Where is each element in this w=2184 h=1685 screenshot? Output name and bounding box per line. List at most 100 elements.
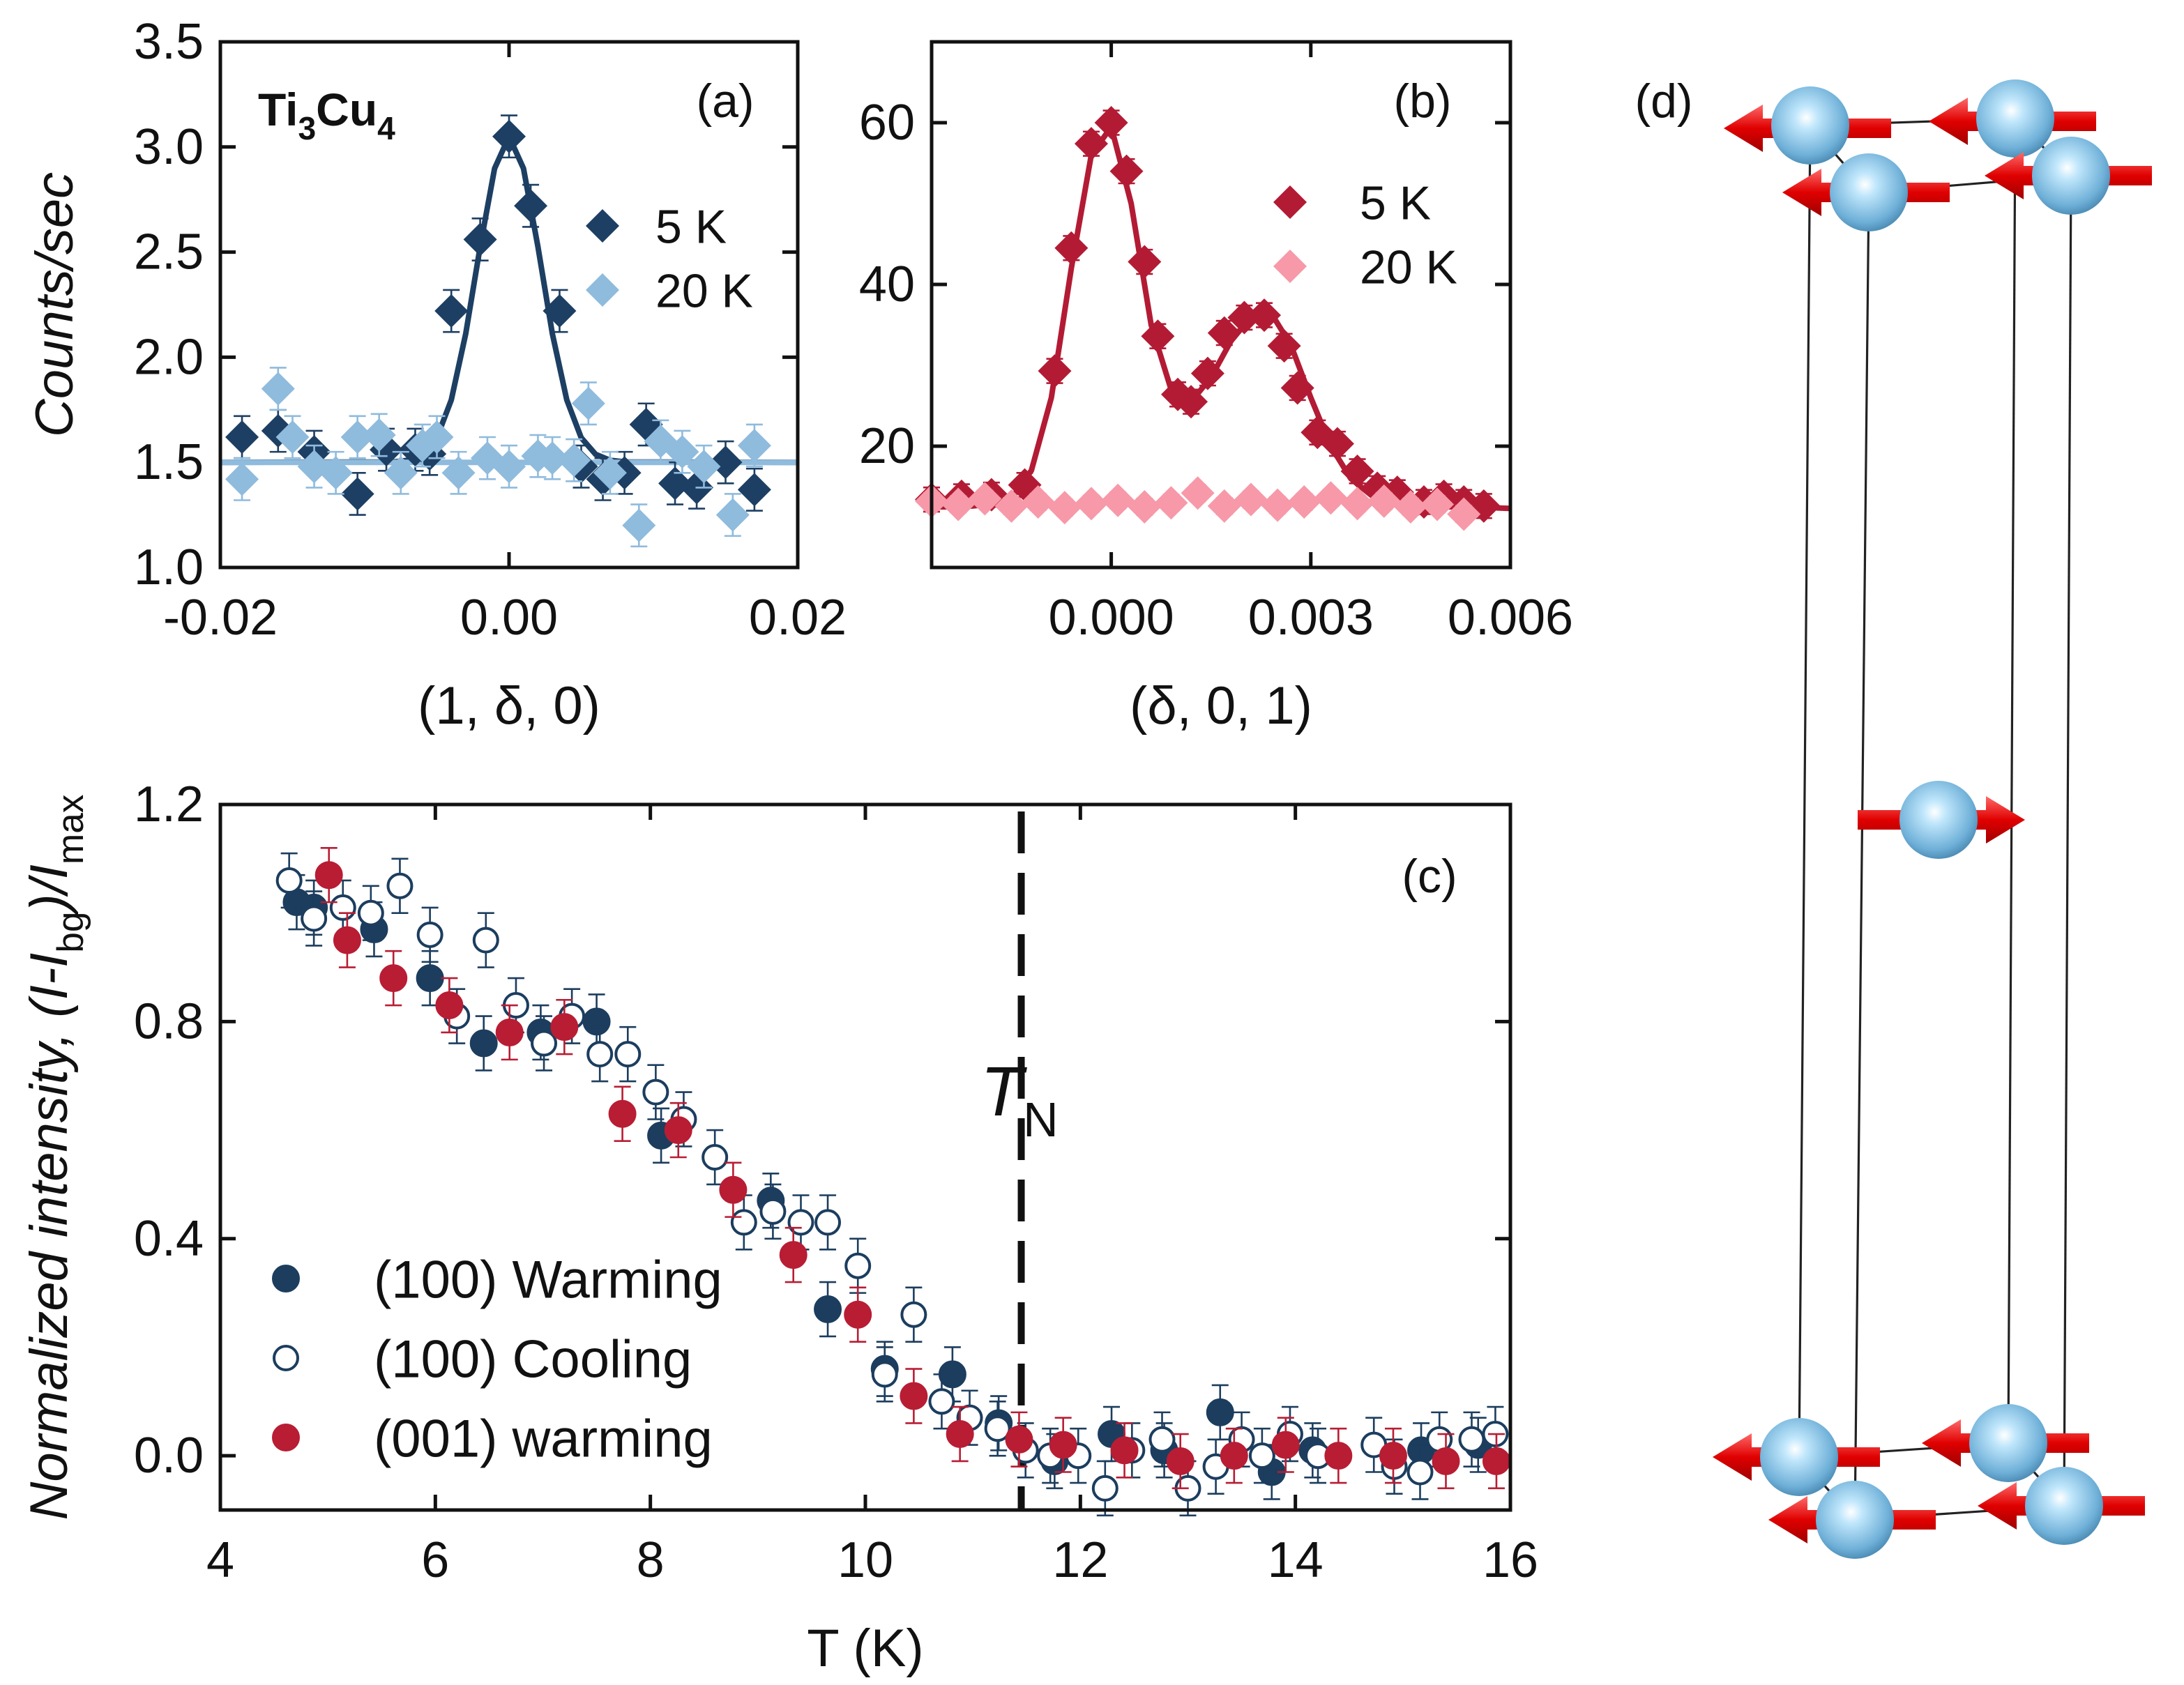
data-point xyxy=(1094,106,1128,139)
data-point xyxy=(608,1099,637,1128)
data-point xyxy=(435,991,464,1020)
annotation: (b) xyxy=(1393,75,1451,128)
data-point xyxy=(1406,1458,1434,1486)
annotation-part: N xyxy=(1023,1092,1059,1147)
data-point xyxy=(1207,316,1241,350)
legend-marker xyxy=(272,1265,300,1293)
legend-marker xyxy=(1273,185,1307,219)
data-point xyxy=(1227,300,1261,335)
data-point xyxy=(582,1007,611,1036)
annotation: Ti3Cu4 xyxy=(258,84,395,146)
data-point xyxy=(329,894,356,921)
x-tick-label: 0.000 xyxy=(1048,590,1174,646)
axes-frame xyxy=(218,802,1512,1512)
y-tick-label: 40 xyxy=(859,257,915,312)
x-tick-label: 16 xyxy=(1482,1532,1538,1588)
data-point xyxy=(319,456,353,490)
data-point xyxy=(275,420,310,455)
legend-marker xyxy=(1273,250,1307,283)
annotation-part: Cu xyxy=(316,84,377,135)
data-point xyxy=(225,462,259,496)
legend-marker xyxy=(273,1345,299,1371)
data-point xyxy=(1154,486,1188,520)
atom xyxy=(1760,1418,1838,1496)
legend-label: 20 K xyxy=(1360,241,1457,293)
data-point xyxy=(1141,319,1175,353)
data-point xyxy=(463,222,497,257)
data-point xyxy=(441,456,476,490)
data-point xyxy=(1054,231,1089,265)
annotation: (a) xyxy=(696,75,754,128)
data-point xyxy=(1049,1431,1077,1459)
data-point xyxy=(492,119,526,153)
data-point xyxy=(586,1041,614,1068)
x-tick-label: 4 xyxy=(206,1532,234,1588)
y-tick-label: 0.8 xyxy=(134,993,204,1049)
y-tick-label: 60 xyxy=(859,95,915,151)
x-tick-label: 14 xyxy=(1268,1532,1324,1588)
data-point xyxy=(658,466,692,501)
y-tick-label: 1.0 xyxy=(134,540,204,595)
data-point xyxy=(1340,487,1374,521)
x-axis-label: (1, δ, 0) xyxy=(418,676,600,735)
data-point xyxy=(1458,1426,1485,1453)
legend-label: 20 K xyxy=(655,264,753,317)
data-point xyxy=(557,443,591,478)
data-point xyxy=(434,294,469,328)
data-point xyxy=(708,445,743,480)
data-point xyxy=(1420,487,1455,521)
annotation-part: 4 xyxy=(377,110,395,146)
data-point xyxy=(492,450,526,484)
data-point xyxy=(531,1030,558,1057)
data-point xyxy=(1432,1447,1460,1475)
legend-label: (100) Warming xyxy=(374,1250,722,1309)
atom xyxy=(1969,1404,2047,1482)
data-point xyxy=(1038,354,1072,388)
data-point xyxy=(1091,1474,1118,1502)
y-axis-label: Counts/sec xyxy=(25,172,84,437)
data-point xyxy=(814,1209,842,1236)
data-point xyxy=(664,1116,692,1145)
y-axis-label-part: bg xyxy=(50,912,91,953)
x-tick-label: 10 xyxy=(837,1532,893,1588)
data-point xyxy=(814,1295,842,1323)
data-point xyxy=(333,926,361,954)
data-point xyxy=(1109,154,1144,188)
annotation-part: 3 xyxy=(298,110,316,146)
x-axis-label: T (K) xyxy=(807,1619,923,1678)
data-point xyxy=(1128,245,1162,279)
y-tick-label: 20 xyxy=(859,418,915,474)
data-point xyxy=(1148,1426,1176,1453)
data-point xyxy=(1267,329,1301,363)
data-point xyxy=(687,450,721,484)
data-point xyxy=(340,420,374,455)
y-axis-label: Normalized intensity, (I-Ibg)/Imax xyxy=(20,794,91,1520)
data-point xyxy=(737,429,771,463)
data-point xyxy=(1314,481,1348,515)
data-point xyxy=(730,1209,757,1236)
structure-diagram xyxy=(1713,79,2152,1559)
annotation-part: T xyxy=(980,1053,1027,1131)
data-point xyxy=(1074,487,1108,521)
data-point xyxy=(1393,490,1427,524)
data-point xyxy=(301,905,328,932)
data-point xyxy=(275,867,303,894)
data-point xyxy=(779,1241,807,1270)
x-tick-label: 0.00 xyxy=(460,590,558,646)
data-point xyxy=(702,1144,729,1171)
annotation-part: Ti xyxy=(258,84,298,135)
x-tick-label: 0.006 xyxy=(1448,590,1573,646)
data-point xyxy=(844,1252,872,1279)
legend-marker xyxy=(272,1424,300,1451)
atom xyxy=(1816,1481,1894,1559)
legend-marker xyxy=(586,273,619,307)
data-point xyxy=(968,482,1002,516)
data-point xyxy=(357,899,384,927)
axes-frame xyxy=(218,40,800,570)
data-point xyxy=(1047,491,1082,525)
data-point xyxy=(362,418,396,452)
data-point xyxy=(1101,483,1135,517)
y-axis-label-part: Normalized intensity, (I-I xyxy=(20,953,79,1520)
data-point xyxy=(543,294,577,328)
